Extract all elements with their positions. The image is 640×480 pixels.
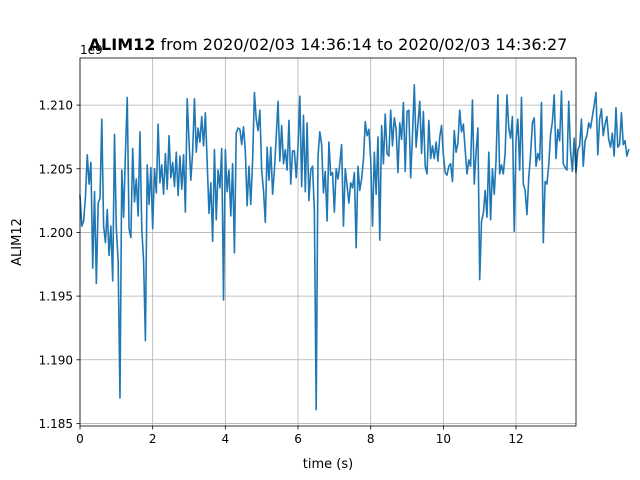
- axes-frame: [79, 57, 577, 427]
- y-tick-label: 1.200: [39, 226, 73, 240]
- y-tick-label: 1.185: [39, 417, 73, 431]
- x-tick-label: 8: [367, 432, 375, 446]
- y-tick-label: 1.210: [39, 99, 73, 113]
- x-tick-label: 6: [294, 432, 302, 446]
- y-axis-offset-text: 1e9: [80, 43, 103, 57]
- y-tick-label: 1.205: [39, 162, 73, 176]
- grid-lines: [79, 58, 576, 426]
- y-axis-label: ALIM12: [10, 218, 25, 266]
- series-line-alim12: [79, 83, 630, 411]
- y-axis-ticks: 1.185 1.190 1.195 1.200 1.205 1.210: [39, 99, 80, 431]
- plot-area: [79, 83, 630, 411]
- x-tick-label: 0: [76, 432, 84, 446]
- x-axis-label: time (s): [303, 457, 353, 472]
- x-tick-label: 10: [436, 432, 451, 446]
- x-tick-label: 4: [222, 432, 230, 446]
- x-tick-label: 12: [508, 432, 523, 446]
- chart-title: ALIM12 from 2020/02/03 14:36:14 to 2020/…: [89, 35, 568, 54]
- chart-title-range: from 2020/02/03 14:36:14 to 2020/02/03 1…: [155, 35, 567, 54]
- x-tick-label: 2: [149, 432, 157, 446]
- x-axis-ticks: 0 2 4 6 8 10 12: [76, 426, 524, 446]
- chart-title-signal: ALIM12: [89, 35, 156, 54]
- y-tick-label: 1.190: [39, 353, 73, 367]
- y-tick-label: 1.195: [39, 290, 73, 304]
